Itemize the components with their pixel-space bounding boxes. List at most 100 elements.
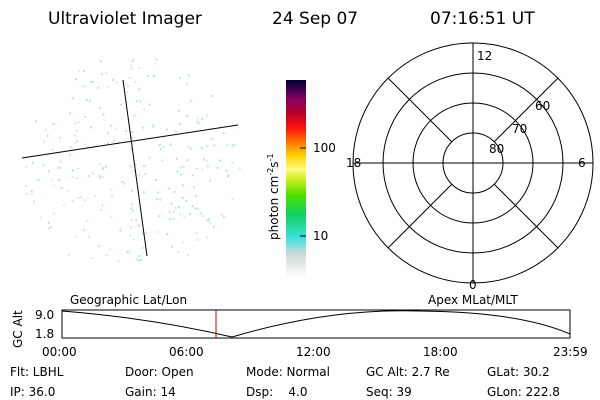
mlt-label: 12 [477, 49, 492, 63]
emission-pixel [142, 126, 145, 129]
emission-pixel [88, 235, 90, 238]
lat-label: 80 [489, 142, 504, 156]
emission-pixel [75, 235, 78, 238]
emission-pixel [169, 218, 172, 221]
emission-pixel [156, 191, 159, 194]
emission-pixel [135, 219, 138, 222]
emission-pixel [25, 165, 28, 168]
lat-line [21, 124, 239, 159]
emission-pixel [129, 165, 132, 168]
emission-pixel [58, 136, 61, 139]
emission-pixel [126, 90, 129, 93]
emission-pixel [161, 159, 164, 162]
emission-pixel [91, 80, 94, 83]
emission-pixel [117, 141, 120, 144]
title: Ultraviolet Imager [48, 9, 202, 29]
emission-pixel [131, 189, 133, 192]
emission-pixel [115, 127, 118, 130]
emission-pixel [179, 123, 182, 126]
emission-pixel [110, 195, 113, 198]
emission-pixel [77, 167, 80, 170]
emission-pixel [208, 221, 211, 224]
emission-pixel [137, 224, 140, 227]
emission-pixel [186, 114, 189, 117]
emission-pixel [131, 60, 134, 63]
emission-pixel [91, 172, 94, 175]
mlt-label: 0 [469, 278, 477, 292]
emission-pixel [127, 251, 129, 254]
emission-pixel [191, 174, 194, 177]
emission-pixel [47, 221, 50, 224]
date: 24 Sep 07 [272, 9, 358, 29]
status-field: Gain: 14 [125, 385, 176, 399]
emission-pixel [84, 199, 87, 202]
emission-pixel [58, 179, 61, 181]
emission-pixel [42, 164, 45, 167]
emission-pixel [105, 71, 108, 74]
emission-pixel [110, 124, 112, 127]
emission-pixel [104, 165, 107, 168]
emission-pixel [135, 258, 138, 261]
emission-pixel [186, 253, 189, 256]
emission-pixel [238, 167, 241, 170]
emission-pixel [138, 67, 141, 70]
emission-pixel [179, 165, 182, 168]
emission-pixel [117, 260, 120, 263]
emission-pixel [100, 73, 103, 76]
emission-pixel [219, 159, 222, 162]
emission-pixel [156, 231, 159, 234]
emission-pixel [156, 198, 159, 201]
emission-pixel [78, 70, 81, 73]
emission-pixel [147, 75, 150, 78]
status-field: GC Alt: 2.7 Re [366, 365, 450, 379]
emission-pixel [106, 131, 109, 134]
emission-pixel [133, 170, 135, 173]
emission-pixel [25, 192, 28, 195]
plot-frame [61, 309, 571, 339]
emission-pixel [95, 144, 98, 147]
emission-pixel [196, 239, 199, 241]
emission-pixel [186, 159, 189, 162]
emission-pixel [195, 232, 198, 235]
emission-pixel [120, 103, 123, 106]
x-tick-label: 18:00 [423, 345, 458, 359]
emission-pixel [138, 174, 141, 177]
emission-pixel [76, 139, 79, 142]
emission-pixel [139, 100, 142, 103]
emission-pixel [47, 170, 50, 172]
emission-pixel [86, 219, 89, 222]
emission-pixel [211, 95, 214, 98]
emission-pixel [143, 164, 146, 167]
emission-pixel [74, 142, 77, 145]
emission-pixel [213, 144, 216, 147]
image-panel [21, 58, 241, 263]
emission-pixel [227, 175, 229, 178]
emission-pixel [132, 238, 135, 241]
emission-pixel [44, 129, 47, 131]
emission-pixel [83, 70, 85, 72]
emission-pixel [128, 77, 131, 79]
emission-pixel [174, 206, 177, 209]
emission-pixel [49, 226, 52, 229]
emission-pixel [98, 245, 101, 248]
emission-pixel [116, 81, 119, 84]
emission-pixel [155, 58, 158, 61]
emission-pixel [178, 213, 181, 216]
y-axis-label: GC Alt [11, 310, 25, 348]
emission-pixel [206, 165, 209, 168]
emission-pixel [148, 156, 151, 159]
emission-pixel [132, 209, 135, 212]
emission-pixel [71, 176, 74, 179]
emission-pixel [74, 123, 77, 125]
emission-pixel [89, 99, 92, 102]
emission-pixel [206, 145, 209, 148]
emission-pixel [197, 122, 200, 124]
emission-pixel [168, 211, 171, 214]
emission-pixel [143, 191, 145, 194]
emission-pixel [182, 184, 185, 187]
emission-pixel [108, 248, 111, 251]
emission-pixel [220, 213, 223, 216]
emission-pixel [52, 212, 55, 215]
emission-pixel [31, 161, 34, 164]
emission-pixel [131, 203, 134, 206]
